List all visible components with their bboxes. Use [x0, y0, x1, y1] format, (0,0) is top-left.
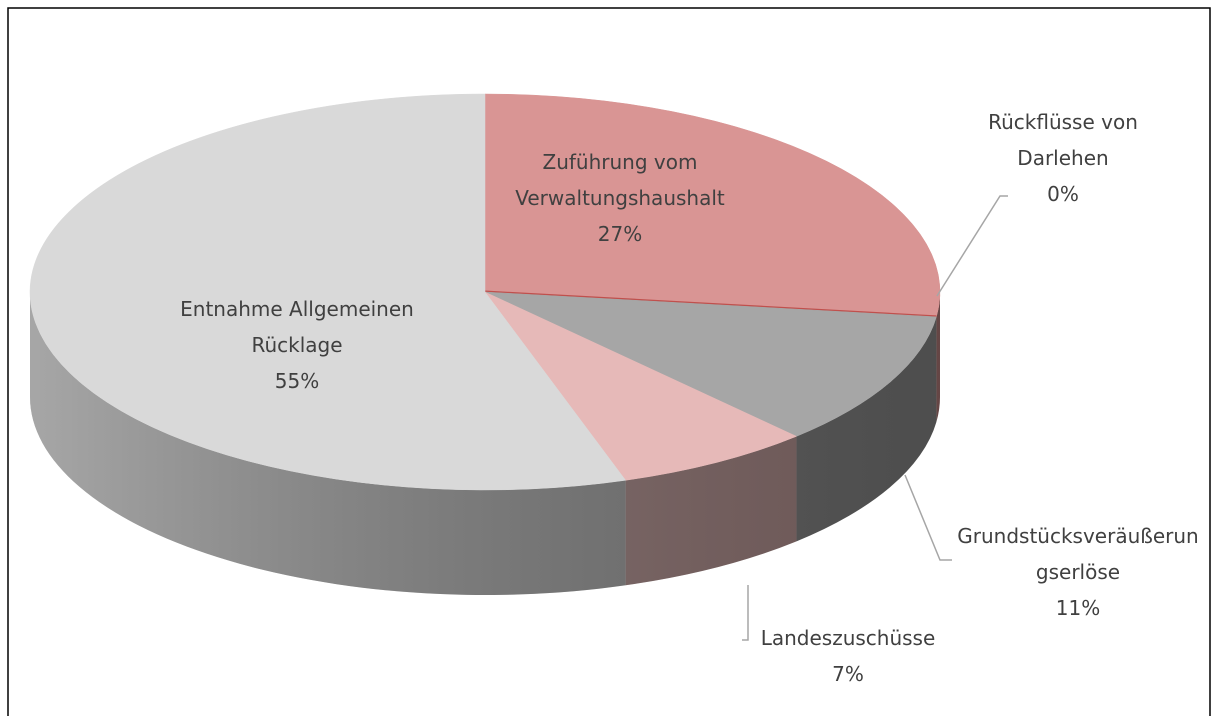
side-shade: [30, 292, 940, 595]
value-label: 7%: [832, 662, 864, 686]
slice-label: Zuführung vom Verwaltungshaushalt 27%: [485, 144, 755, 252]
slice-label: Rückflüsse von Darlehen 0%: [953, 104, 1173, 212]
leader-line: [904, 474, 952, 561]
value-label: 55%: [274, 369, 320, 393]
slice: [484, 291, 798, 481]
slice: [484, 93, 941, 318]
leader-line: [742, 585, 749, 641]
slice-label: Landeszuschüsse 7%: [728, 620, 968, 692]
slice-label: Entnahme Allgemeinen Rücklage 55%: [137, 291, 457, 399]
slice: [484, 291, 937, 437]
category-label: Grundstücksveräußerungserlöse: [957, 524, 1199, 584]
leader-line: [936, 195, 1008, 297]
category-label: Zuführung vom Verwaltungshaushalt: [515, 150, 725, 210]
value-label: 27%: [597, 222, 643, 246]
frame: [7, 7, 1211, 716]
value-label: 11%: [1055, 596, 1101, 620]
slice: [29, 93, 627, 491]
category-label: Rückflüsse von Darlehen: [988, 110, 1138, 170]
value-label: 0%: [1047, 182, 1079, 206]
category-label: Landeszuschüsse: [760, 626, 936, 650]
slice-label: Grundstücksveräußerungserlöse 11%: [953, 518, 1203, 626]
category-label: Entnahme Allgemeinen Rücklage: [180, 297, 414, 357]
